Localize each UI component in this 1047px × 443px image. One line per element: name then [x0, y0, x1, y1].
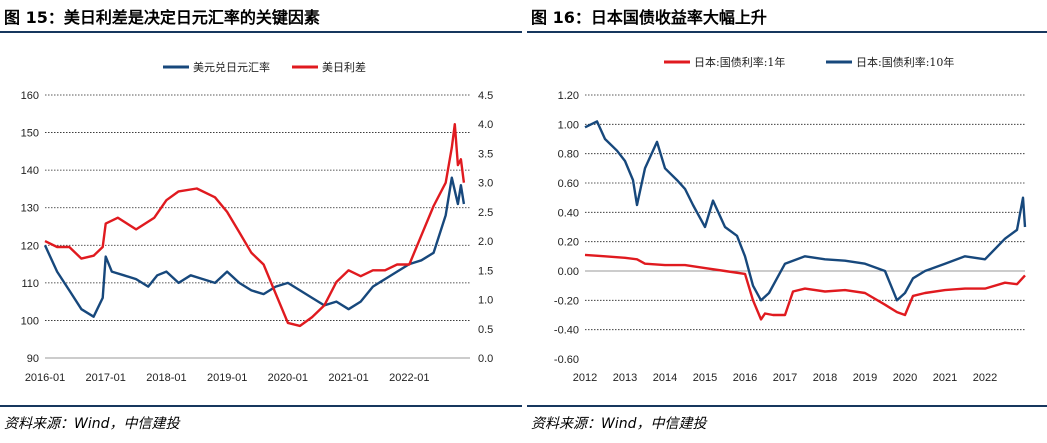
y-right-tick-label: 3.0 — [478, 178, 493, 190]
title-rule — [527, 31, 1047, 33]
source-rule — [0, 405, 522, 407]
y-right-tick-label: 2.0 — [478, 236, 493, 248]
figure-15-source: 资料来源：Wind，中信建投 — [4, 416, 180, 432]
y-left-tick-label: 100 — [21, 315, 39, 327]
y-right-tick-label: 0.5 — [478, 324, 493, 336]
y-left-tick-label: 120 — [21, 240, 39, 252]
x-tick-label: 2021-01 — [328, 372, 368, 384]
legend-label: 日本:国债利率:1年 — [694, 55, 785, 69]
y-left-tick-label: 0.40 — [558, 207, 579, 219]
y-left-tick-label: -0.20 — [554, 295, 579, 307]
y-left-tick-label: 0.20 — [558, 237, 579, 249]
figure-16-title: 图 16：日本国债收益率大幅上升 — [531, 8, 767, 27]
figure-15-panel: 图 15：美日利差是决定日元汇率的关键因素 90 100 110 120 130 140 1… — [0, 0, 522, 443]
figure-15-title: 图 15：美日利差是决定日元汇率的关键因素 — [4, 8, 320, 27]
legend-label: 日本:国债利率:10年 — [856, 55, 954, 69]
x-tick-label: 2014 — [653, 372, 677, 384]
y-left-tick-label: 0.00 — [558, 266, 579, 278]
series-line — [584, 120, 1027, 302]
y-right-tick-label: 0.0 — [478, 353, 493, 365]
x-tick-label: 2016 — [733, 372, 757, 384]
y-right-tick-label: 4.0 — [478, 119, 493, 131]
y-left-tick-label: -0.60 — [554, 354, 579, 366]
source-rule — [527, 405, 1047, 407]
x-tick-label: 2019-01 — [207, 372, 247, 384]
y-left-tick-label: 130 — [21, 203, 39, 215]
figure-15-chart: 90 100 110 120 130 140 150 160 0.0 0.5 1.0 1.5 2.0 2.… — [21, 60, 494, 384]
legend-label: 美元兑日元汇率 — [193, 60, 270, 74]
series-line — [44, 122, 466, 328]
y-right-tick-label: 1.5 — [478, 265, 493, 277]
x-tick-label: 2018 — [813, 372, 837, 384]
y-left-tick-label: 1.20 — [558, 90, 579, 102]
y-right-tick-label: 2.5 — [478, 207, 493, 219]
series-line — [584, 253, 1026, 321]
y-left-tick-label: 0.80 — [558, 149, 579, 161]
y-left-tick-label: 110 — [21, 278, 39, 290]
y-right-tick-label: 3.5 — [478, 148, 493, 160]
figure-16-chart: -0.60 -0.40 -0.20 0.00 0.20 0.40 0.60 0.80 1.00 1… — [554, 55, 1027, 384]
x-tick-label: 2019 — [853, 372, 877, 384]
title-rule — [0, 31, 522, 33]
y-left-tick-label: -0.40 — [554, 325, 579, 337]
x-tick-label: 2015 — [693, 372, 717, 384]
series-line — [43, 176, 466, 318]
x-tick-label: 2020-01 — [268, 372, 308, 384]
figure-16-panel: 图 16：日本国债收益率大幅上升 -0.60 -0.40 -0.20 0.00 0.20… — [527, 0, 1047, 443]
x-tick-label: 2017 — [773, 372, 797, 384]
y-left-tick-label: 140 — [21, 165, 39, 177]
legend-label: 美日利差 — [322, 60, 366, 74]
x-tick-label: 2012 — [573, 372, 597, 384]
x-tick-label: 2022 — [973, 372, 997, 384]
y-left-tick-label: 150 — [21, 128, 39, 140]
figure-16-source: 资料来源：Wind，中信建投 — [531, 416, 707, 432]
y-right-tick-label: 4.5 — [478, 90, 493, 102]
x-tick-label: 2022-01 — [389, 372, 429, 384]
x-tick-label: 2017-01 — [86, 372, 126, 384]
y-left-tick-label: 0.60 — [558, 178, 579, 190]
x-tick-label: 2018-01 — [146, 372, 186, 384]
x-tick-label: 2016-01 — [25, 372, 65, 384]
x-tick-label: 2020 — [893, 372, 917, 384]
y-left-tick-label: 1.00 — [558, 119, 579, 131]
y-left-tick-label: 160 — [21, 90, 39, 102]
y-left-tick-label: 90 — [27, 353, 39, 365]
x-tick-label: 2013 — [613, 372, 637, 384]
y-right-tick-label: 1.0 — [478, 295, 493, 307]
x-tick-label: 2021 — [933, 372, 957, 384]
